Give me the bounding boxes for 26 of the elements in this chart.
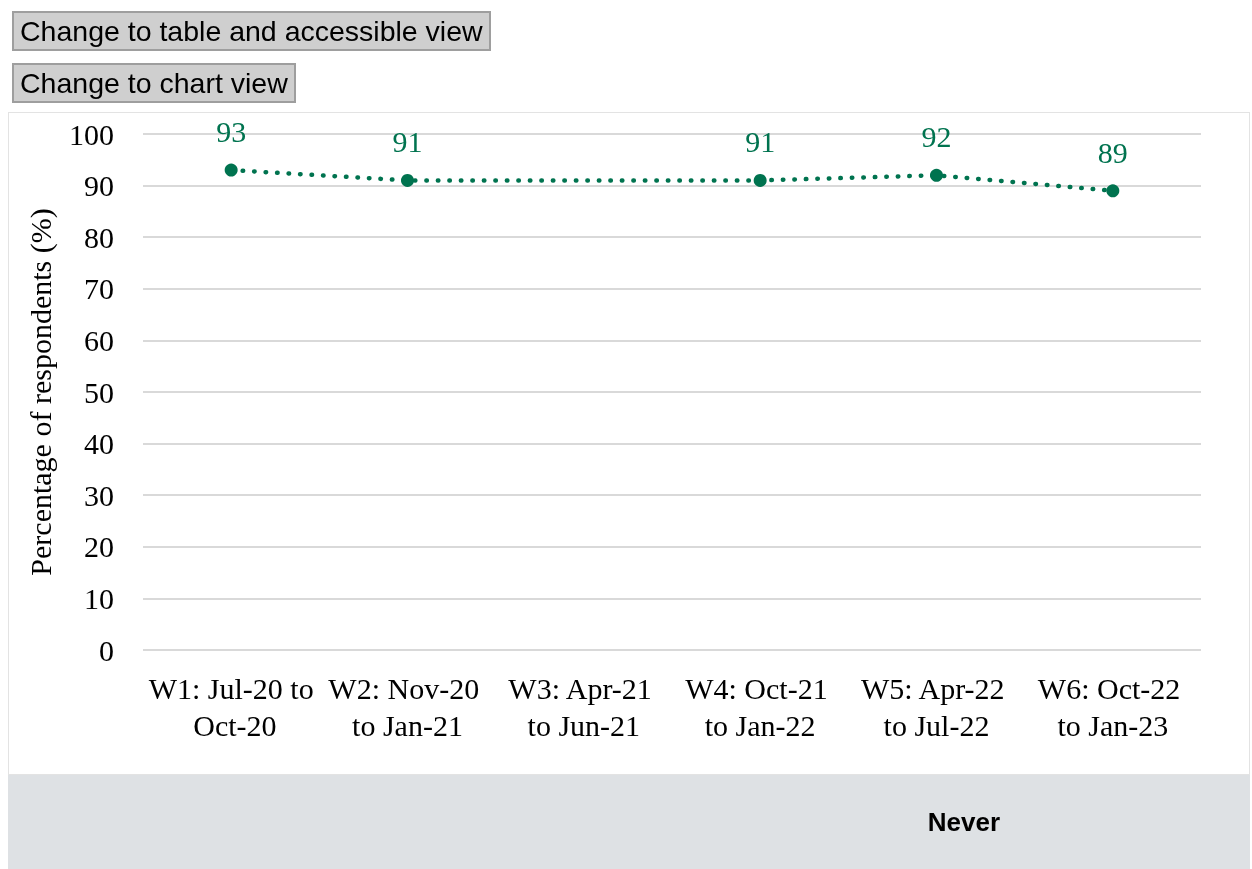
- text: Never: [927, 806, 1000, 838]
- y-tick-label: 60: [84, 323, 114, 357]
- table-view-button[interactable]: Change to table and accessible view: [12, 11, 491, 51]
- x-tick-label: W2: Nov-20 to Jan-21: [328, 672, 487, 742]
- y-tick-label: 80: [84, 220, 114, 254]
- x-tick-label: W6: Oct-22 to Jan-23: [1037, 672, 1188, 742]
- x-tick-label: W5: Apr-22 to Jul-22: [860, 672, 1013, 742]
- y-tick-label: 40: [84, 427, 114, 461]
- y-tick-label: 100: [69, 117, 114, 151]
- x-tick-label: W3: Apr-21 to Jun-21: [508, 672, 660, 742]
- data-label: 93: [216, 115, 247, 149]
- data-label: 92: [921, 120, 952, 154]
- y-tick-label: 10: [84, 581, 114, 615]
- x-tick-label: W4: Oct-21 to Jan-22: [685, 672, 836, 742]
- y-tick-label: 70: [84, 272, 114, 306]
- data-label: 89: [1097, 135, 1128, 169]
- x-tick-label: W1: Jul-20 to Oct-20: [148, 672, 314, 742]
- y-tick-label: 50: [84, 375, 114, 409]
- data-label: 91: [745, 125, 776, 159]
- y-tick-label: 30: [84, 478, 114, 512]
- y-tick-label: 0: [99, 633, 114, 667]
- y-axis-title: Percentage of respondents (%): [23, 208, 58, 576]
- chart-view-button[interactable]: Change to chart view: [12, 63, 296, 103]
- y-tick-label: 90: [84, 169, 114, 203]
- data-label: 91: [392, 125, 423, 159]
- y-tick-label: 20: [84, 530, 114, 564]
